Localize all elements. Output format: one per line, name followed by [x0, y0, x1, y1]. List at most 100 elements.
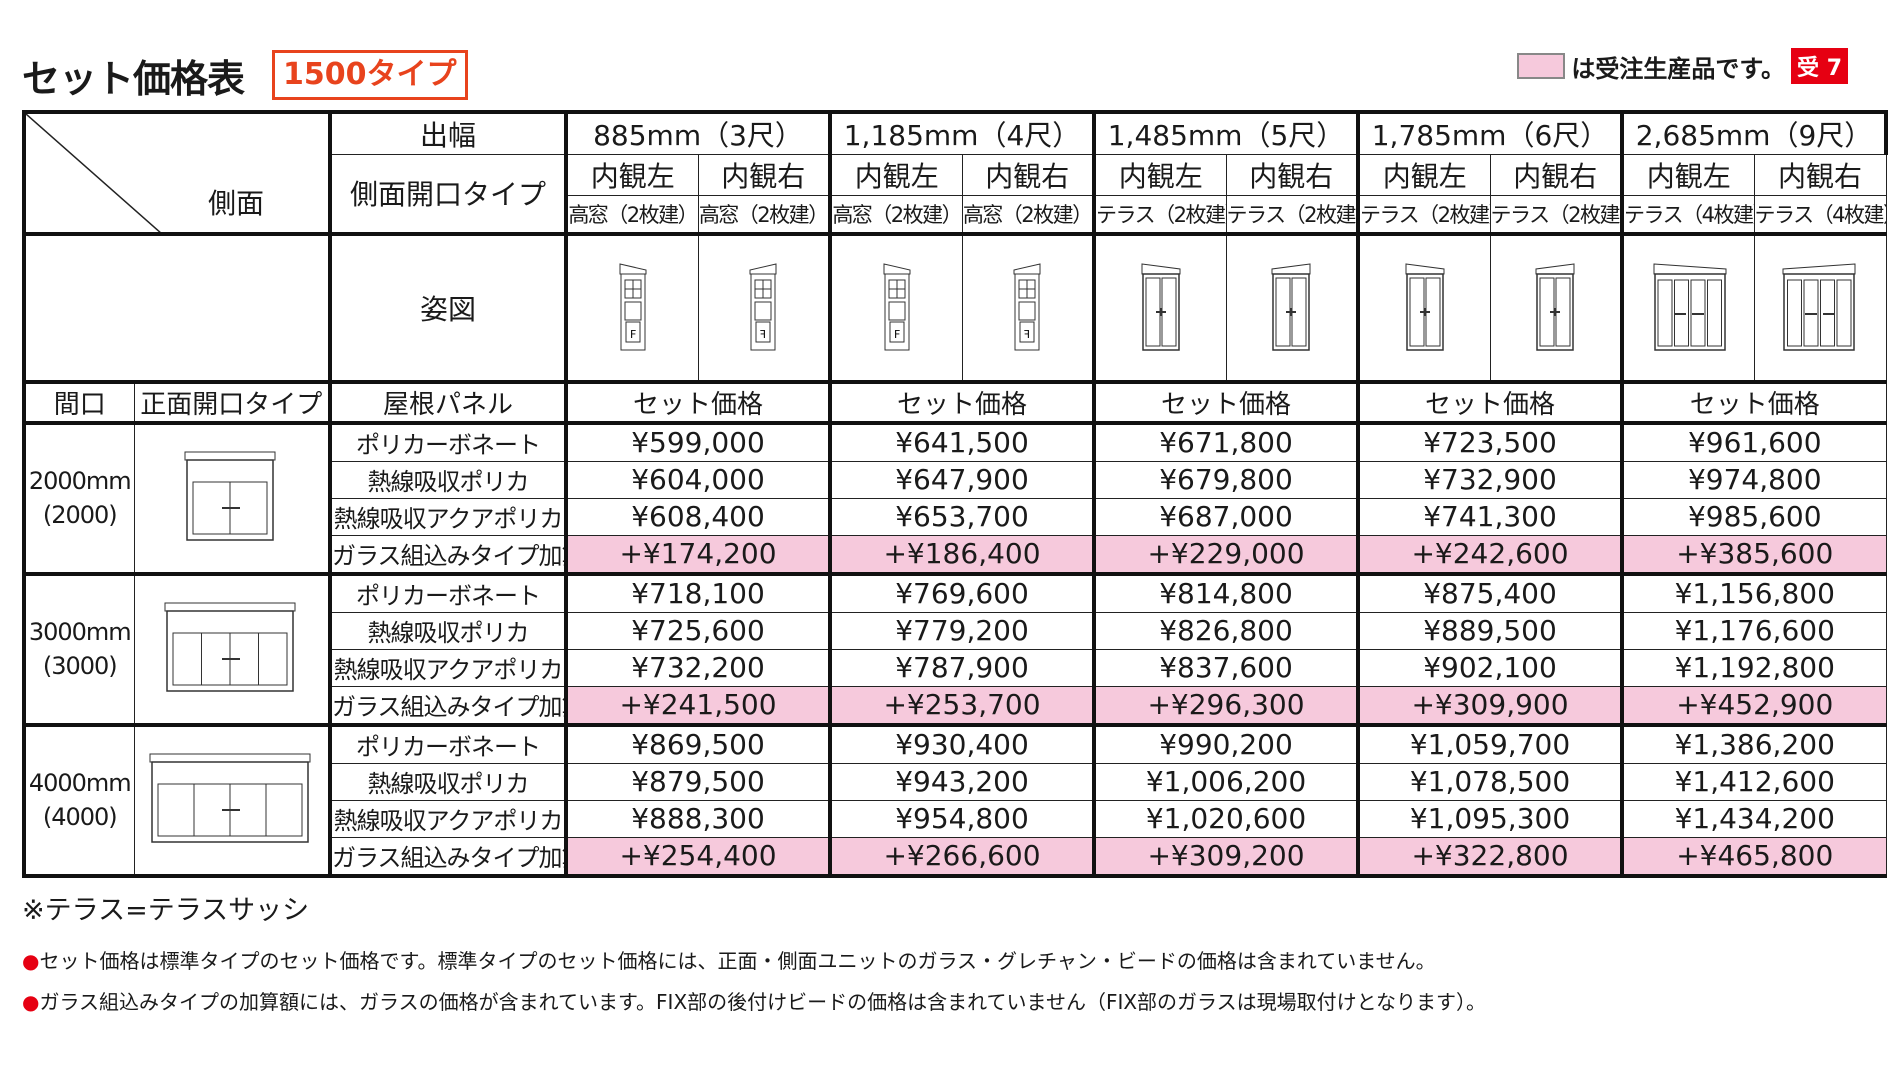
side-open-type-label: 側面開口タイプ [328, 154, 567, 234]
price-cell: ¥961,600 [1620, 422, 1887, 462]
price-cell: ¥1,176,600 [1620, 611, 1887, 650]
price-cell: +¥452,900 [1620, 685, 1887, 725]
price-cell: ¥779,200 [828, 611, 1095, 650]
width-header: 1,185mm（4尺） [828, 111, 1095, 155]
price-cell: ¥641,500 [828, 422, 1095, 462]
depth-value: 2000mm [28, 467, 132, 495]
note-1: ●セット価格は標準タイプのセット価格です。標準タイプのセット価格には、正面・側面… [22, 945, 1486, 974]
view-left: 内観左 [564, 154, 699, 196]
price-cell: +¥309,900 [1356, 685, 1623, 725]
price-table: 側面 正面 出幅 885mm（3尺）1,185mm（4尺）1,485mm（5尺）… [22, 110, 1888, 878]
table-row: 3000mm (3000) ポリカーボネート ¥718,100 ¥769,600 ¥814… [22, 573, 1887, 725]
price-cell: ¥725,600 [564, 611, 831, 650]
corner-lower [22, 233, 331, 382]
legend-text: は受注生産品です。 [1571, 54, 1786, 83]
open-type-right: 高窓（2枚建） [961, 195, 1095, 234]
price-cell: ¥1,020,600 [1092, 799, 1359, 838]
price-cell: ¥1,078,500 [1356, 762, 1623, 801]
depth-cell: 2000mm (2000) [22, 422, 135, 574]
price-cell: +¥174,200 [564, 534, 831, 574]
made-to-order-mark: 受 7 [1791, 48, 1848, 84]
table-row: ガラス組込みタイプ加算額+¥174,200+¥186,400+¥229,000+… [24, 534, 1887, 574]
price-cell: ¥1,059,700 [1356, 724, 1623, 764]
note-2-text: ガラス組込みタイプの加算額には、ガラスの価格が含まれています。FIX部の後付けビ… [39, 990, 1487, 1014]
figure-left [1092, 233, 1227, 382]
view-right: 内観右 [1225, 154, 1359, 196]
figure-right: F [961, 233, 1095, 382]
price-cell: ¥608,400 [564, 497, 831, 536]
depth-cell: 3000mm (3000) [22, 573, 135, 725]
terrace-door-icon [1405, 262, 1445, 351]
price-cell: ¥732,200 [564, 648, 831, 687]
diagonal-line [28, 114, 162, 233]
roof-panel-name: 熱線吸収アクアポリカ [328, 497, 567, 536]
price-cell: +¥253,700 [828, 685, 1095, 725]
depth-sub: (4000) [42, 803, 118, 831]
terrace-note: ※テラス=テラスサッシ [22, 895, 310, 926]
price-cell: ¥1,412,600 [1620, 762, 1887, 801]
price-cell: ¥1,192,800 [1620, 648, 1887, 687]
notes: ※テラス=テラスサッシ ●セット価格は標準タイプのセット価格です。標準タイプのセ… [22, 888, 1486, 1027]
open-type-left: 高窓（2枚建） [828, 195, 963, 234]
price-cell: ¥741,300 [1356, 497, 1623, 536]
figure-right: F [697, 233, 831, 382]
width-label: 出幅 [328, 111, 567, 155]
price-cell: ¥826,800 [1092, 611, 1359, 650]
view-right: 内観右 [1489, 154, 1623, 196]
set-price-header: セット価格 [1356, 381, 1623, 423]
width-header: 2,685mm（9尺） [1620, 111, 1888, 155]
price-cell: ¥769,600 [828, 573, 1095, 613]
depth-sub: (2000) [42, 501, 118, 529]
terrace-door-icon [1271, 262, 1311, 351]
front-open-type-label: 正面開口タイプ [133, 381, 331, 423]
price-cell: ¥1,386,200 [1620, 724, 1887, 764]
open-type-right: 高窓（2枚建） [697, 195, 831, 234]
table-row: 熱線吸収アクアポリカ ¥888,300 ¥954,800 ¥1,020,600 ¥1,0… [24, 799, 1887, 838]
roof-panel-name: ポリカーボネート [328, 573, 567, 613]
view-left: 内観左 [828, 154, 963, 196]
terrace-door-icon [1535, 262, 1575, 351]
depth-value: 4000mm [28, 769, 132, 797]
figure-right [1489, 233, 1623, 382]
figure-right [1753, 233, 1887, 382]
roof-panel-name: 熱線吸収アクアポリカ [328, 648, 567, 687]
svg-text:F: F [760, 328, 766, 341]
price-cell: ¥875,400 [1356, 573, 1623, 613]
table-row: 2000mm (2000) ポリカーボネート ¥599,000 ¥641,500 ¥671… [22, 422, 1887, 574]
view-left: 内観左 [1356, 154, 1491, 196]
high-window-icon: F [619, 262, 647, 350]
svg-text:F: F [630, 328, 636, 341]
price-cell: +¥254,400 [564, 836, 831, 876]
table-row: 熱線吸収アクアポリカ ¥732,200 ¥787,900 ¥837,600 ¥902,1… [24, 648, 1887, 687]
price-cell: +¥309,200 [1092, 836, 1359, 876]
price-cell: +¥465,800 [1620, 836, 1887, 876]
price-cell: ¥671,800 [1092, 422, 1359, 462]
view-right: 内観右 [961, 154, 1095, 196]
table-row: ガラス組込みタイプ加算額+¥254,400+¥266,600+¥309,200+… [24, 836, 1887, 876]
open-type-left: テラス（2枚建） [1356, 195, 1491, 234]
table-row: ガラス組込みタイプ加算額+¥241,500+¥253,700+¥296,300+… [24, 685, 1887, 725]
set-price-header: セット価格 [1620, 381, 1887, 423]
depth-cell: 4000mm (4000) [22, 724, 135, 876]
price-cell: ¥723,500 [1356, 422, 1623, 462]
price-cell: ¥954,800 [828, 799, 1095, 838]
svg-text:F: F [1024, 328, 1030, 341]
terrace-4door-icon [1653, 262, 1727, 351]
price-cell: +¥322,800 [1356, 836, 1623, 876]
front-elevation-icon [164, 602, 296, 692]
note-2: ●ガラス組込みタイプの加算額には、ガラスの価格が含まれています。FIX部の後付け… [22, 986, 1486, 1015]
depth-value: 3000mm [28, 618, 132, 646]
side-label: 側面 [208, 187, 265, 220]
figure-left [1356, 233, 1491, 382]
price-cell: ¥1,156,800 [1620, 573, 1887, 613]
legend: は受注生産品です。 受 7 [1517, 48, 1848, 84]
roof-panel-label: 屋根パネル [328, 381, 567, 423]
price-cell: ¥732,900 [1356, 460, 1623, 499]
price-cell: ¥974,800 [1620, 460, 1887, 499]
price-cell: ¥1,006,200 [1092, 762, 1359, 801]
price-cell: ¥1,434,200 [1620, 799, 1887, 838]
high-window-icon: F [883, 262, 911, 350]
price-cell: ¥930,400 [828, 724, 1095, 764]
roof-panel-name: 熱線吸収ポリカ [328, 460, 567, 499]
price-cell: ¥604,000 [564, 460, 831, 499]
